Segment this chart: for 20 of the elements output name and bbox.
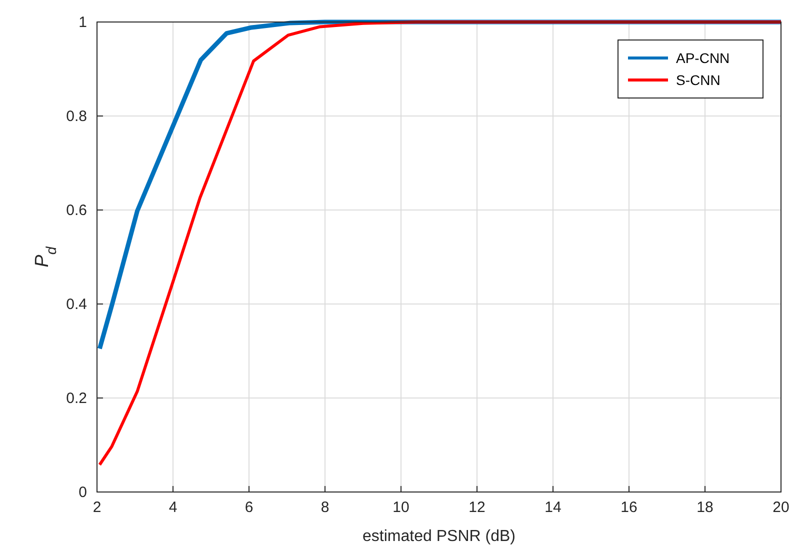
legend-label: AP-CNN: [676, 50, 730, 66]
x-tick-label: 14: [544, 499, 562, 516]
x-tick-label: 2: [92, 499, 102, 516]
x-tick-label: 20: [772, 499, 790, 516]
x-tick-label: 16: [620, 499, 638, 516]
y-tick-label: 1: [78, 14, 87, 31]
y-tick-label: 0.2: [66, 390, 87, 407]
y-tick-label: 0.4: [66, 296, 87, 313]
x-tick-label: 12: [468, 499, 486, 516]
x-tick-label: 8: [320, 499, 330, 516]
y-tick-label: 0.6: [66, 202, 87, 219]
legend-label: S-CNN: [676, 72, 720, 88]
x-axis-title: estimated PSNR (dB): [362, 528, 516, 545]
x-tick-label: 10: [392, 499, 410, 516]
x-tick-label: 4: [168, 499, 178, 516]
line-series: [98, 20, 782, 466]
y-tick-label: 0.8: [66, 108, 87, 125]
y-tick-label: 0: [78, 484, 87, 501]
x-tick-label: 18: [696, 499, 714, 516]
x-tick-label: 6: [244, 499, 254, 516]
